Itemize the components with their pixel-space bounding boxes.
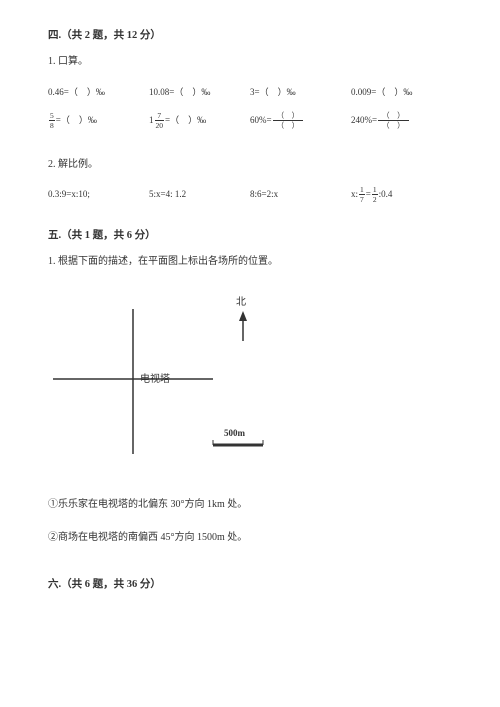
frac-num: 7 <box>156 112 162 121</box>
frac-den: 2 <box>372 194 378 204</box>
calc-2-text: 10.08=（ ）‰ <box>149 86 210 100</box>
calc-1-text: 0.46=（ ）‰ <box>48 86 105 100</box>
section-4-heading: 四.（共 2 题，共 12 分） <box>48 28 452 44</box>
calc-2: 10.08=（ ）‰ <box>149 83 250 103</box>
prop-4-pre: x: <box>351 188 358 202</box>
prop-4: x: 1 7 = 1 2 :0.4 <box>351 186 452 204</box>
desc-1: ①乐乐家在电视塔的北偏东 30°方向 1km 处。 <box>48 497 452 512</box>
desc-2: ②商场在电视塔的南偏西 45°方向 1500m 处。 <box>48 530 452 545</box>
center-label: 电视塔 <box>140 372 170 387</box>
pf-num: （ ） <box>273 112 304 121</box>
calc-3: 3=（ ）‰ <box>250 83 351 103</box>
calc-grid: 0.46=（ ）‰ 10.08=（ ）‰ 3=（ ）‰ 0.009=（ ）‰ 5… <box>48 83 452 139</box>
calc-6-post: =（ ）‰ <box>165 114 206 128</box>
frac-den: 8 <box>49 120 55 130</box>
prop-4-mid: = <box>366 188 371 202</box>
calc-5: 5 8 =（ ）‰ <box>48 111 149 131</box>
prop-2-text: 5:x=4: 1.2 <box>149 188 186 202</box>
pf-num: （ ） <box>378 112 409 121</box>
frac-num: 1 <box>372 186 378 195</box>
prop-1: 0.3:9=x:10; <box>48 186 149 204</box>
calc-5-post: =（ ）‰ <box>56 114 97 128</box>
north-arrowhead <box>239 311 247 321</box>
calc-7: 60%= （ ） （ ） <box>250 111 351 131</box>
frac-num: 1 <box>359 186 365 195</box>
calc-1: 0.46=（ ）‰ <box>48 83 149 103</box>
frac-den: 20 <box>155 120 165 130</box>
section-5-heading: 五.（共 1 题，共 6 分） <box>48 228 452 244</box>
calc-6: 1 7 20 =（ ）‰ <box>149 111 250 131</box>
prop-4-post: :0.4 <box>379 188 393 202</box>
prop-3-text: 8:6=2:x <box>250 188 278 202</box>
pf-den: （ ） <box>273 120 304 130</box>
north-label: 北 <box>236 295 246 310</box>
frac-7-20: 7 20 <box>155 112 165 130</box>
paren-frac: （ ） （ ） <box>273 112 304 130</box>
frac-1-2: 1 2 <box>372 186 378 204</box>
frac-5-8: 5 8 <box>49 112 55 130</box>
calc-4: 0.009=（ ）‰ <box>351 83 452 103</box>
prop-1-text: 0.3:9=x:10; <box>48 188 90 202</box>
scale-label: 500m <box>224 427 245 441</box>
frac-1-7: 1 7 <box>359 186 365 204</box>
q4-2-label: 2. 解比例。 <box>48 157 452 172</box>
calc-3-text: 3=（ ）‰ <box>250 86 296 100</box>
calc-8-pre: 240%= <box>351 114 377 128</box>
calc-4-text: 0.009=（ ）‰ <box>351 86 412 100</box>
q5-1-label: 1. 根据下面的描述，在平面图上标出各场所的位置。 <box>48 254 452 269</box>
q4-1-label: 1. 口算。 <box>48 54 452 69</box>
section-6-heading: 六.（共 6 题，共 36 分） <box>48 577 452 593</box>
calc-6-whole: 1 <box>149 114 154 128</box>
frac-den: 7 <box>359 194 365 204</box>
calc-8: 240%= （ ） （ ） <box>351 111 452 131</box>
frac-num: 5 <box>49 112 55 121</box>
prop-3: 8:6=2:x <box>250 186 351 204</box>
pf-den: （ ） <box>378 120 409 130</box>
paren-frac: （ ） （ ） <box>378 112 409 130</box>
calc-7-pre: 60%= <box>250 114 272 128</box>
prop-2: 5:x=4: 1.2 <box>149 186 250 204</box>
map-diagram: 北 电视塔 500m <box>38 279 298 479</box>
proportion-row: 0.3:9=x:10; 5:x=4: 1.2 8:6=2:x x: 1 7 = … <box>48 186 452 204</box>
